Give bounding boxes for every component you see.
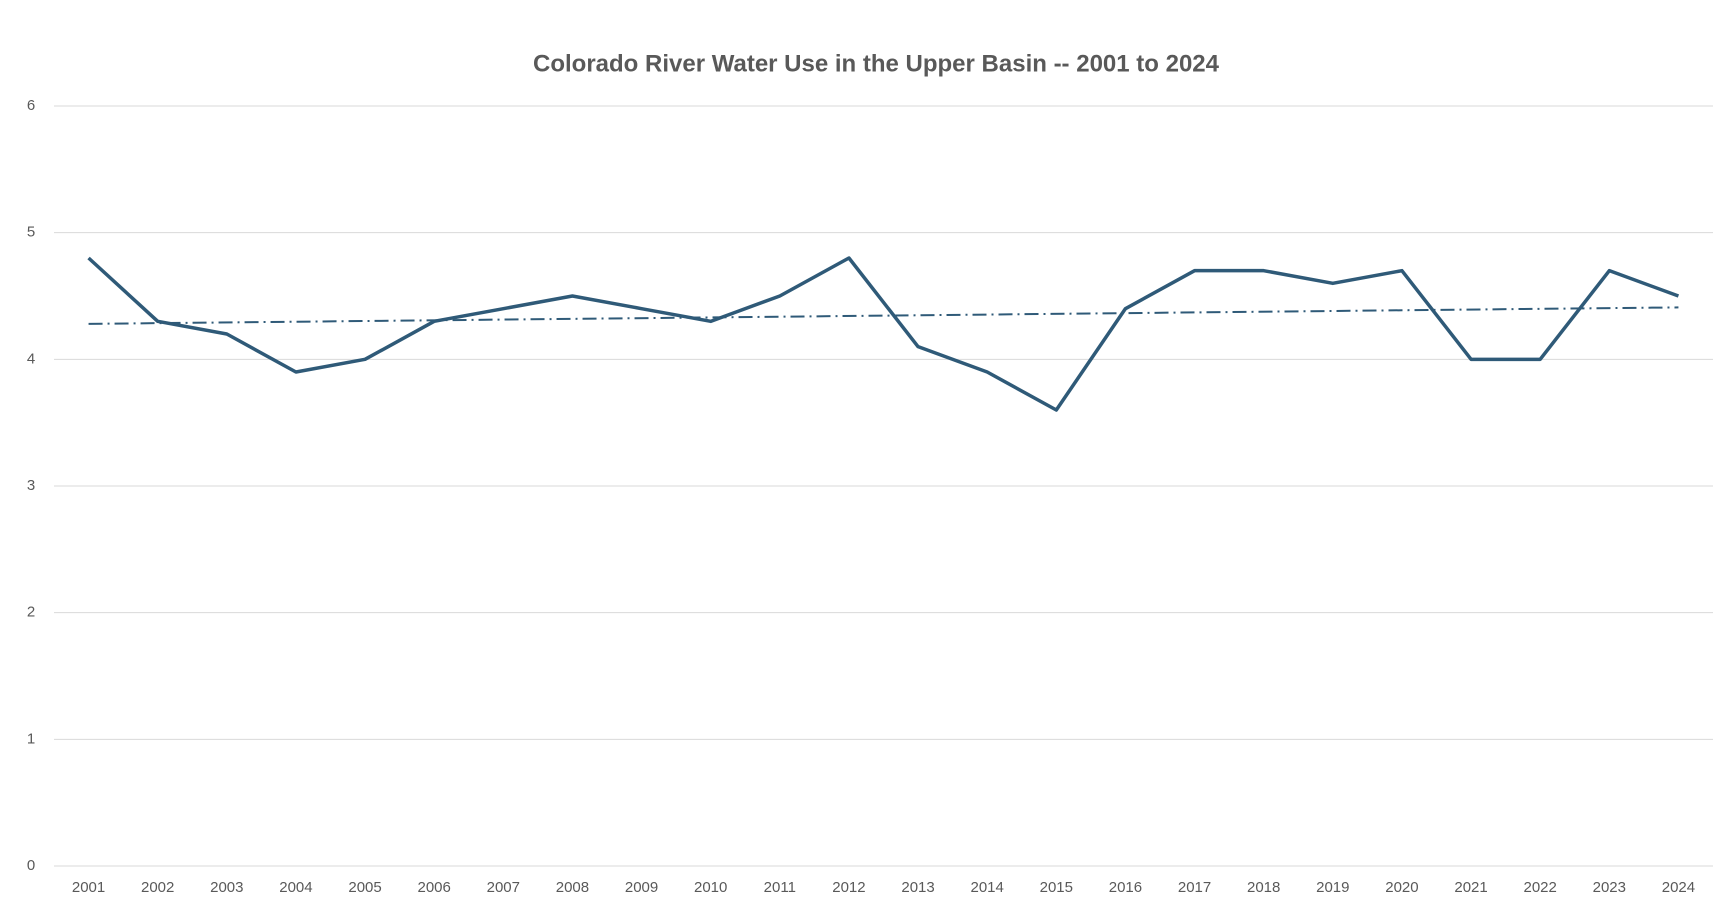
x-tick-label: 2007 (487, 879, 520, 896)
x-tick-label: 2003 (210, 879, 243, 896)
x-tick-label: 2002 (141, 879, 174, 896)
y-tick-label: 0 (27, 857, 35, 874)
x-tick-label: 2014 (971, 879, 1004, 896)
y-tick-label: 3 (27, 477, 35, 494)
x-tick-label: 2022 (1524, 879, 1557, 896)
x-tick-label: 2011 (764, 879, 796, 896)
y-tick-label: 6 (27, 97, 35, 114)
x-tick-label: 2021 (1454, 879, 1487, 896)
x-tick-label: 2017 (1178, 879, 1211, 896)
x-tick-label: 2024 (1662, 879, 1695, 896)
x-tick-label: 2013 (901, 879, 934, 896)
y-tick-label: 2 (27, 604, 35, 621)
x-tick-label: 2019 (1316, 879, 1349, 896)
x-tick-label: 2020 (1385, 879, 1418, 896)
x-tick-label: 2004 (279, 879, 312, 896)
x-tick-label: 2008 (556, 879, 589, 896)
data-line (87, 256, 1680, 412)
x-tick-label: 2005 (348, 879, 381, 896)
x-tick-label: 2010 (694, 879, 727, 896)
y-tick-label: 5 (27, 224, 35, 241)
x-tick-label: 2018 (1247, 879, 1280, 896)
y-tick-label: 1 (27, 730, 35, 747)
x-tick-label: 2023 (1593, 879, 1626, 896)
x-tick-label: 2009 (625, 879, 658, 896)
trend-line (88, 306, 1679, 325)
chart-title: Colorado River Water Use in the Upper Ba… (533, 50, 1220, 77)
x-tick-label: 2012 (832, 879, 865, 896)
y-tick-label: 4 (27, 350, 35, 367)
x-tick-label: 2006 (418, 879, 451, 896)
x-tick-label: 2001 (72, 879, 105, 896)
x-tick-label: 2016 (1109, 879, 1142, 896)
x-tick-label: 2015 (1040, 879, 1073, 896)
